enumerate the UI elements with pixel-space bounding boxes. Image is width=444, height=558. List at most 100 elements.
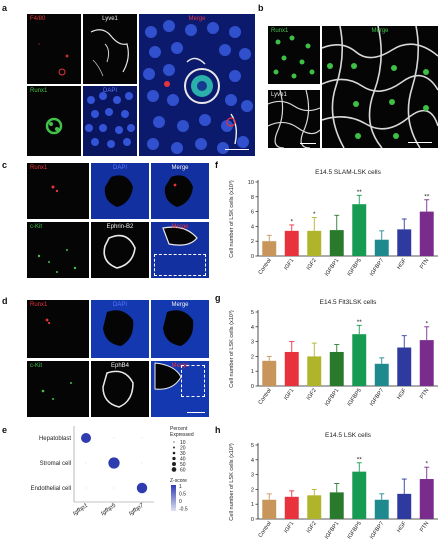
panel-d-ephb4-tile: EphB4: [91, 361, 149, 417]
color-legend-title: Z-score: [170, 478, 187, 484]
bar-igf1: [284, 230, 299, 256]
chart-title: E14.5 LSK cells: [325, 432, 372, 439]
panel-label-c: c: [2, 160, 8, 170]
y-tick-label: 1: [251, 369, 254, 375]
bar-igfbp7: [374, 363, 389, 386]
merge-label: Merge: [171, 302, 189, 308]
runx1-signal-image: [51, 185, 59, 193]
merge-label: Merge: [188, 16, 206, 22]
panel-c-merge2-tile: Merge: [151, 222, 209, 278]
y-tick-label: 2: [251, 354, 254, 360]
size-legend-label: 60: [180, 467, 186, 473]
merge-label: Merge: [371, 28, 389, 34]
panel-d-dapi-tile: DAPI: [91, 300, 149, 358]
panel-c-ephrinb2-tile: Ephrin-B2: [91, 222, 149, 278]
expression-dot: [85, 462, 87, 464]
significance-mark: *: [290, 218, 293, 225]
bar-igf1: [284, 496, 299, 519]
column-label: Igfbp1: [72, 503, 89, 517]
x-tick-label: IGF2: [306, 521, 318, 535]
zoom-inset-box: [154, 254, 206, 276]
panel-d-merge-tile: Merge: [151, 300, 209, 358]
row-label: Stromal cell: [40, 461, 71, 467]
f480-label: F4/80: [30, 16, 46, 22]
expression-dot: [108, 457, 120, 469]
dapi-label: DAPI: [112, 165, 127, 171]
scale-bar: [300, 142, 316, 144]
x-tick-label: IGFBP7: [369, 388, 385, 408]
bar-chart-g: E14.5 Flt3LSK cells Cell number of LSK ce…: [229, 299, 438, 408]
x-tick-label: Control: [258, 258, 273, 276]
bar-igf2: [307, 495, 322, 519]
significance-mark: **: [357, 189, 363, 196]
y-tick-label: 4: [251, 458, 254, 464]
panel-a-dapi-tile: DAPI: [83, 86, 137, 156]
size-legend-label: 30: [180, 451, 186, 457]
color-legend-bar: [171, 485, 176, 511]
bar-control: [262, 360, 277, 386]
size-legend-dot: [173, 441, 175, 443]
expression-dot: [141, 462, 143, 464]
y-tick-label: 5: [251, 310, 254, 316]
x-tick-label: IGFBP7: [369, 258, 385, 278]
x-tick-label: HGF: [396, 257, 408, 271]
y-tick-label: 2: [251, 239, 254, 245]
y-tick-label: 4: [251, 325, 254, 331]
column-label: Igfbp5: [100, 502, 118, 517]
significance-mark: **: [424, 193, 430, 200]
y-tick-label: 5: [251, 443, 254, 449]
size-legend-dot: [172, 462, 176, 466]
bar-ptn: [419, 479, 434, 519]
size-legend-label: 10: [180, 440, 186, 446]
expression-dot: [113, 437, 115, 439]
panel-b-lyve1-tile: Lyve1: [268, 90, 320, 148]
x-tick-label: PTN: [419, 258, 430, 271]
y-tick-label: 0: [251, 517, 254, 523]
x-tick-label: IGF1: [283, 258, 295, 272]
significance-mark: **: [357, 319, 363, 326]
panel-b-merge-tile: Merge: [322, 26, 438, 148]
ephrinb2-label: Ephrin-B2: [106, 224, 134, 230]
color-legend-label: -0.5: [179, 507, 188, 513]
y-axis-label: Cell number of LSK cells (x10³): [229, 180, 235, 258]
size-legend-dot: [171, 467, 177, 472]
ckit-label: c-Kit: [30, 224, 42, 230]
expression-dot: [141, 437, 143, 439]
panel-b-runx1-tile: Runx1: [268, 26, 320, 84]
dapi-signal-image: [85, 92, 135, 148]
panel-a-lyve1-tile: Lyve1: [83, 14, 137, 84]
runx1-signal-image: [45, 117, 63, 135]
bar-igf2: [307, 230, 322, 256]
bar-hgf: [397, 229, 412, 256]
x-tick-label: IGFBP1: [324, 388, 340, 408]
y-tick-label: 8: [251, 195, 254, 201]
panel-c-merge-tile: Merge: [151, 163, 209, 219]
significance-mark: *: [313, 211, 316, 218]
panel-d-merge2-tile: Merge: [151, 361, 209, 417]
merge-signal-image: [163, 310, 194, 346]
ckit-signal-image: [37, 249, 77, 273]
panel-label-d: d: [2, 296, 8, 306]
size-legend-label: 20: [180, 445, 186, 451]
ephrinb2-signal-image: [103, 234, 136, 269]
scale-bar: [225, 148, 249, 150]
ckit-label: c-Kit: [30, 363, 42, 369]
runx1-signal-image: [45, 318, 51, 325]
panel-a-merge-tile: Merge: [139, 14, 255, 156]
bar-igfbp5: [352, 204, 367, 256]
bar-hgf: [397, 493, 412, 519]
x-tick-label: IGF2: [306, 258, 318, 272]
merge-signal-image: [164, 175, 193, 207]
scale-bar: [408, 141, 432, 143]
panel-label-b: b: [258, 3, 264, 13]
panel-label-g: g: [215, 293, 221, 303]
merge2-label: Merge: [171, 224, 189, 230]
runx1-label: Runx1: [30, 302, 48, 308]
significance-mark: *: [425, 461, 428, 468]
x-tick-label: IGFBP1: [324, 258, 340, 278]
chart-title: E14.5 Flt3LSK cells: [320, 299, 377, 306]
lyve1-signal-image: [268, 90, 320, 148]
zoom-inset-box: [181, 365, 205, 397]
merge2-signal-image: [162, 226, 198, 246]
expression-dot: [81, 433, 91, 443]
